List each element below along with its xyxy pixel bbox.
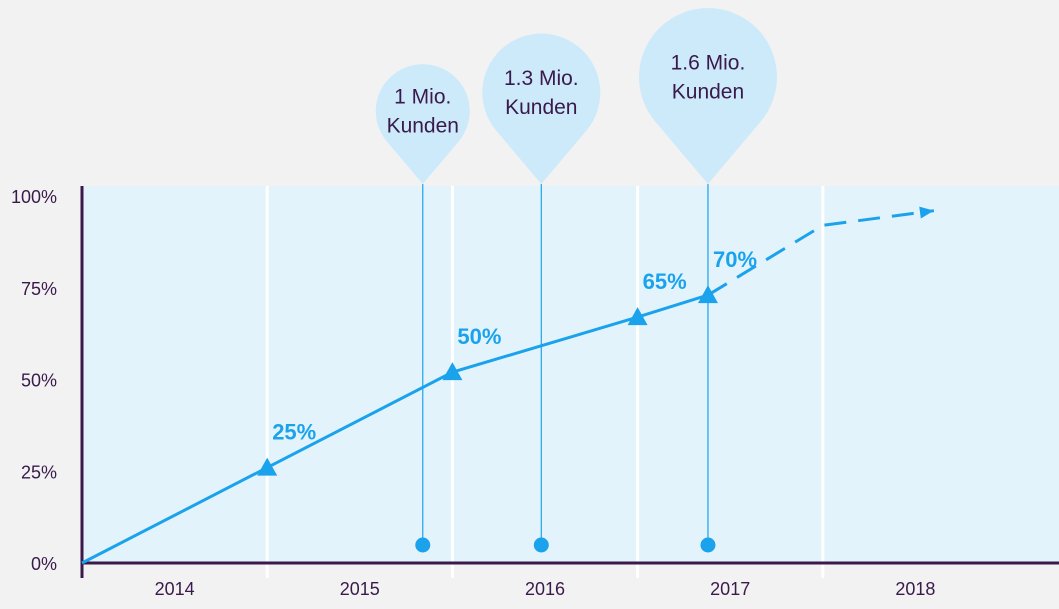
data-marker (697, 285, 718, 304)
annotation-bubble (638, 8, 777, 185)
plot-background (82, 186, 1059, 563)
x-tick-label: 2015 (340, 579, 380, 599)
annotation-text: 1 Mio. (394, 86, 451, 109)
customer-annotation: 1 Mio. Kunden (375, 64, 470, 553)
data-marker (257, 457, 278, 476)
annotation-text: 1.3 Mio. (504, 67, 579, 90)
annotation-dot (533, 537, 549, 553)
x-tick-label: 2017 (710, 579, 750, 599)
x-tick-label: 2016 (525, 579, 565, 599)
customer-annotation: 1.6 Mio. Kunden (638, 8, 777, 553)
customer-annotation: 1.3 Mio. Kunden (482, 33, 601, 553)
data-label: 50% (457, 324, 501, 349)
data-marker (442, 362, 463, 381)
annotation-dot (700, 537, 716, 553)
forecast-line (707, 209, 935, 297)
annotation-dot (415, 537, 431, 553)
y-tick-label: 75% (21, 279, 57, 299)
data-marker (627, 307, 648, 326)
x-tick-label: 2014 (155, 579, 195, 599)
y-tick-label: 0% (31, 554, 57, 574)
x-tick-label: 2018 (895, 579, 935, 599)
annotation-bubble (482, 33, 601, 184)
arrow-head (919, 206, 934, 219)
data-label: 65% (643, 269, 687, 294)
y-tick-label: 50% (21, 371, 57, 391)
data-label: 70% (713, 247, 757, 272)
annotation-bubble (375, 64, 470, 184)
y-tick-label: 25% (21, 462, 57, 482)
y-tick-label: 100% (11, 187, 57, 207)
annotation-text: Kunden (672, 81, 744, 104)
data-label: 25% (272, 420, 316, 445)
annotation-text: Kunden (387, 115, 459, 138)
annotation-text: Kunden (505, 96, 577, 119)
annotation-text: 1.6 Mio. (671, 52, 746, 75)
